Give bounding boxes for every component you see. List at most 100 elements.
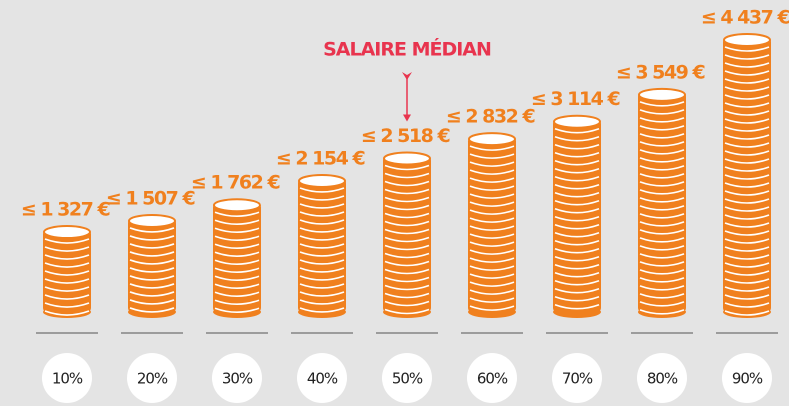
value-label: ≤ 2 832 € [446,106,535,128]
coin-edge [129,235,175,241]
coin-edge [724,86,770,92]
value-label: ≤ 2 518 € [361,125,450,147]
coin-edge [724,238,770,244]
coin-stack [638,87,686,318]
coin-edge [214,267,260,273]
coin-edge [724,302,770,308]
coin-edge [384,196,430,203]
coin-edge [639,109,685,115]
coin-top [298,173,346,188]
coin-edge [724,142,770,148]
coin-edge [554,239,600,246]
coin-edge [469,249,515,255]
value-label: ≤ 3 114 € [531,88,620,110]
coin-edge [554,191,600,198]
coin-edge [639,237,685,243]
coin-edge [299,259,345,265]
coin-edge [384,236,430,243]
coin-edge [724,310,770,316]
coin-edge [554,159,600,166]
coin-edge [639,157,685,163]
coin-edge [384,268,430,275]
coin-edge [384,188,430,195]
coin-edge [299,235,345,241]
stack-bottom [553,306,601,318]
coin-edge [639,245,685,251]
coin-edge [724,150,770,156]
coin-edge [384,220,430,227]
coin-top [128,213,176,228]
coin-edge [724,118,770,124]
coin-edge [724,182,770,188]
coin-edge [554,255,600,262]
coin-edge [554,183,600,190]
coin-edge [554,295,600,302]
coin-edge [44,302,90,308]
coin-edge [554,167,600,174]
coin-edge [469,289,515,295]
coin-edge [469,265,515,271]
coin-edge [44,286,90,292]
coin-edge [469,201,515,207]
coin-edge [639,205,685,211]
coin-edge [554,199,600,206]
value-label: ≤ 1 507 € [106,187,195,209]
coin-stack [213,198,261,318]
coin-edge [639,141,685,147]
coin-edge [554,279,600,286]
coin-edge [724,270,770,276]
coin-top [553,114,601,129]
coin-edge [639,125,685,131]
coin-edge [469,209,515,215]
coin-edge [469,193,515,199]
value-label: ≤ 2 154 € [276,147,365,169]
coin-edge [639,277,685,283]
coin-edge [129,299,175,305]
coin-edge [724,278,770,284]
value-label: ≤ 1 762 € [191,172,280,194]
category-label: 30% [222,370,253,388]
value-label: ≤ 3 549 € [616,61,705,83]
coin-edge [129,283,175,289]
coin-edge [639,213,685,219]
coin-edge [384,212,430,219]
coin-edge [469,241,515,247]
coin-edge [299,299,345,305]
coin-edge [724,102,770,108]
coin-stack [128,213,176,318]
value-label: ≤ 4 437 € [701,7,789,29]
coin-stack [43,225,91,318]
coin-edge [724,246,770,252]
coin-edge [469,297,515,303]
coin-edge [214,307,260,313]
coin-edge [469,145,515,151]
coin-edge [469,185,515,191]
stack [553,119,601,312]
coin-edge [469,161,515,167]
coin-edge [384,284,430,291]
coin-edge [639,133,685,139]
coin-edge [214,251,260,257]
coin-edge [469,233,515,239]
coin-edge [639,221,685,227]
coin-edge [469,153,515,159]
coin-edge [724,222,770,228]
coin-edge [554,127,600,134]
stack-bottom [383,306,431,318]
coin-edge [554,303,600,310]
coin-edge [724,286,770,292]
coin-edge [44,246,90,252]
coin-edge [469,281,515,287]
coin-edge [299,195,345,201]
coin-edge [469,305,515,311]
category-badge [42,353,92,403]
coin-stack [383,151,431,318]
coin-edge [724,62,770,68]
coin-edge [469,273,515,279]
coin-stack [723,33,771,318]
value-label: ≤ 1 327 € [21,199,110,221]
coin-edge [639,101,685,107]
coin-edge [639,269,685,275]
coin-edge [214,235,260,241]
